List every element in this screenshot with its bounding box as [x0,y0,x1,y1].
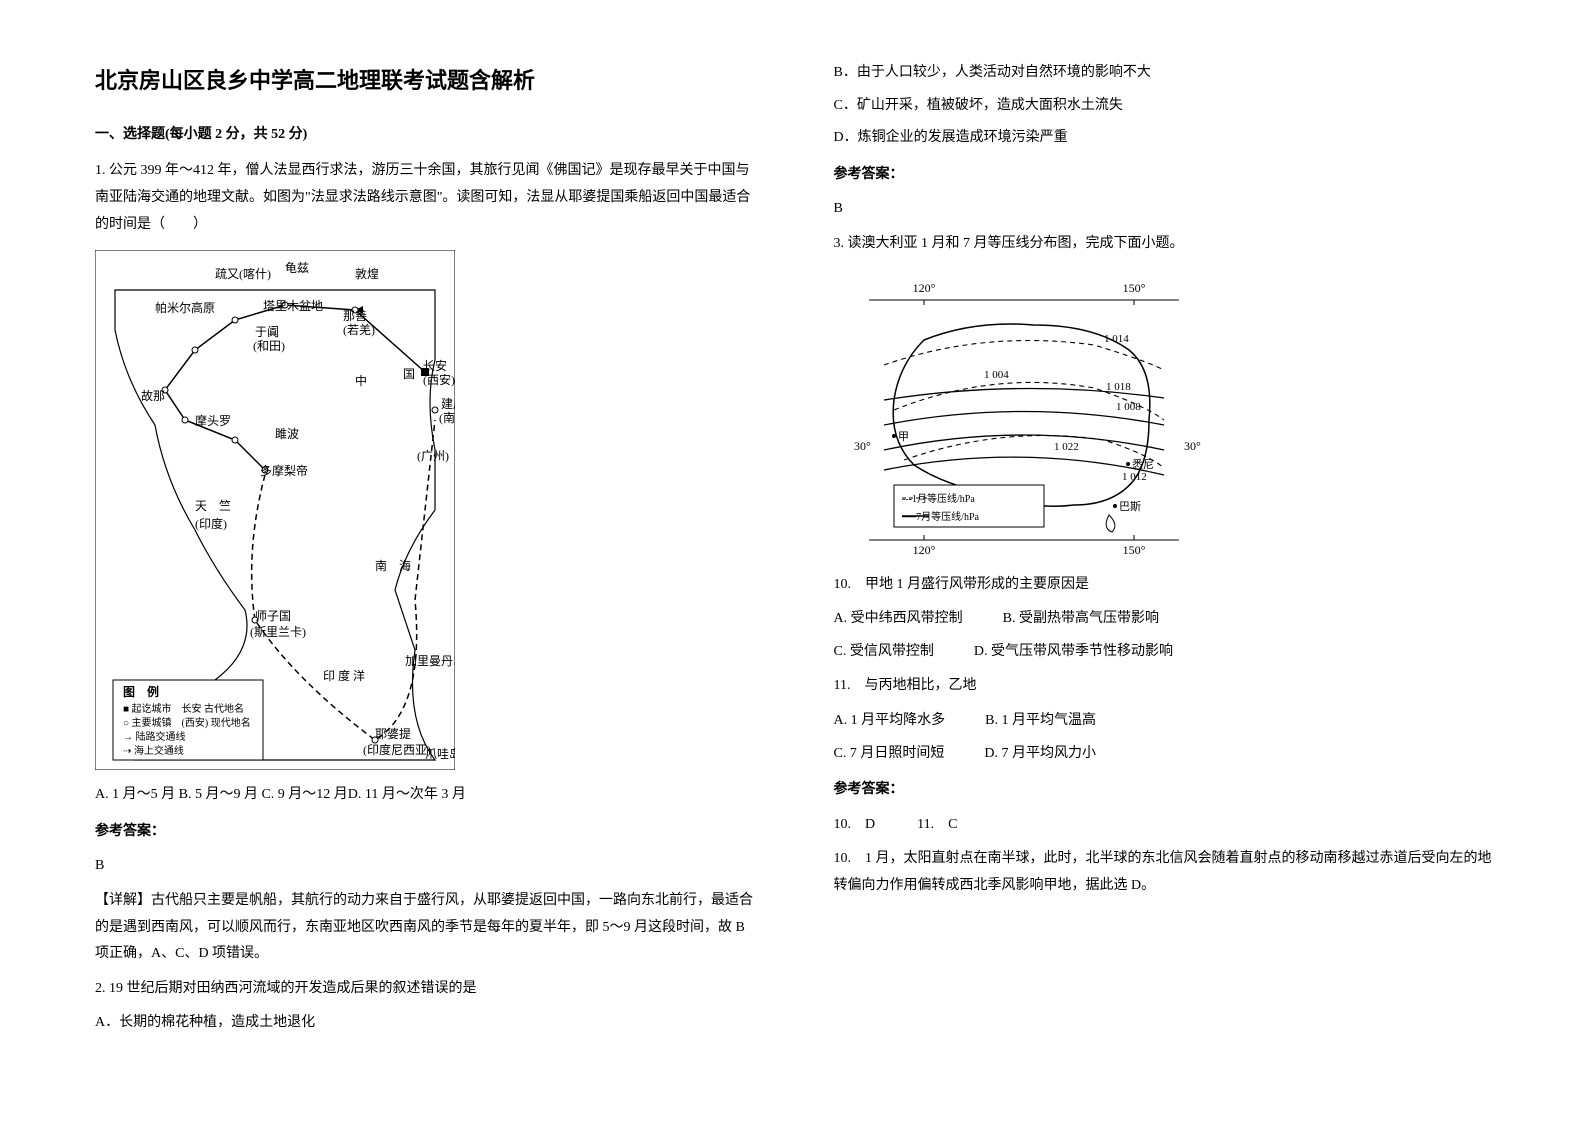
svg-text:龟兹: 龟兹 [285,261,309,275]
svg-text:雎波: 雎波 [275,426,299,441]
svg-text:(印度): (印度) [195,516,227,531]
svg-text:塔里木盆地: 塔里木盆地 [263,299,323,313]
q3-sub11-option-right: D. 7 月平均风力小 [984,746,1096,761]
svg-text:30°: 30° [1184,439,1201,453]
q3-sub11-option-left: A. 1 月平均降水多 [834,708,946,735]
svg-text:→ 陆路交通线: → 陆路交通线 [123,730,186,743]
svg-text:(南京): (南京) [439,410,455,425]
svg-text:国: 国 [403,367,415,381]
q2-answer: B [834,196,1493,223]
q1-stem: 1. 公元 399 年～412 年，僧人法显西行求法，游历三十余国，其旅行见闻《… [95,158,754,238]
svg-text:(广州): (广州) [417,449,449,463]
svg-text:帕米尔高原: 帕米尔高原 [155,300,215,315]
svg-text:甲: 甲 [898,431,909,443]
svg-text:疏又(喀什): 疏又(喀什) [215,266,271,281]
q3-sub10: 10. 甲地 1 月盛行风带形成的主要原因是 [834,572,1493,599]
svg-text:(印度尼西亚): (印度尼西亚) [363,742,431,757]
q3-sub10-option-left: C. 受信风带控制 [834,639,934,666]
svg-text:那善: 那善 [343,308,367,323]
section-header: 一、选择题(每小题 2 分，共 52 分) [95,122,754,149]
svg-text:故那: 故那 [141,388,165,403]
svg-text:巴斯: 巴斯 [1119,500,1141,513]
svg-text:○ 主要城镇 (西安) 现代地名: ○ 主要城镇 (西安) 现代地名 [123,716,251,729]
svg-text:天 竺: 天 竺 [195,498,231,513]
svg-text:(和田): (和田) [253,339,285,353]
q1-answer-label: 参考答案： [95,819,754,846]
q3-sub10-option-right: B. 受副热带高气压带影响 [1003,611,1159,626]
svg-text:150°: 150° [1122,543,1145,557]
svg-text:于阗: 于阗 [255,325,279,339]
q2-option-b: B．由于人口较少，人类活动对自然环境的影响不大 [834,60,1493,87]
q2-option-d: D．炼铜企业的发展造成环境污染严重 [834,125,1493,152]
q3-sub10-option-row: C. 受信风带控制 D. 受气压带风带季节性移动影响 [834,639,1493,666]
q3-sub11-option-left: C. 7 月日照时间短 [834,741,945,768]
svg-text:敦煌: 敦煌 [355,266,379,281]
svg-text:多摩梨帝: 多摩梨帝 [260,463,308,478]
svg-text:印 度 洋: 印 度 洋 [323,668,365,683]
svg-text:1 022: 1 022 [1054,441,1079,453]
svg-text:---1月等压线/hPa: ---1月等压线/hPa [902,492,975,505]
q1-options: A. 1 月～5 月 B. 5 月～9 月 C. 9 月～12 月D. 11 月… [95,782,754,809]
svg-text:(若羌): (若羌) [343,323,375,337]
q2-answer-label: 参考答案： [834,162,1493,189]
q2-option-a: A．长期的棉花种植，造成土地退化 [95,1010,754,1037]
q3-sub11-option-right: B. 1 月平均气温高 [985,713,1096,728]
q3-answer-label: 参考答案： [834,777,1493,804]
q1-figure: 敦煌 龟兹帕米尔高原 疏又(喀什) 塔里木盆地于阗(和田) 那善(若羌) 长安(西安) 国建… [95,250,754,770]
svg-text:中: 中 [355,373,367,388]
svg-text:1 008: 1 008 [1116,401,1141,413]
svg-text:图 例: 图 例 [123,684,159,699]
svg-text:150°: 150° [1122,281,1145,295]
svg-text:悉尼: 悉尼 [1132,458,1154,471]
q3-stem: 3. 读澳大利亚 1 月和 7 月等压线分布图，完成下面小题。 [834,231,1493,258]
svg-text:1 018: 1 018 [1106,381,1131,393]
svg-text:长安: 长安 [423,358,447,373]
svg-text:⇢ 海上交通线: ⇢ 海上交通线 [123,744,184,757]
svg-text:■ 起讫城市 长安 古代地名: ■ 起讫城市 长安 古代地名 [123,702,244,715]
q2-option-c: C．矿山开采，植被破坏，造成大面积水土流失 [834,93,1493,120]
q3-answers: 10. D 11. C [834,812,1493,839]
q2-stem: 2. 19 世纪后期对田纳西河流域的开发造成后果的叙述错误的是 [95,976,754,1003]
svg-text:30°: 30° [854,439,871,453]
q3-sub10-option-row: A. 受中纬西风带控制 B. 受副热带高气压带影响 [834,606,1493,633]
svg-text:耶婆提: 耶婆提 [375,726,411,741]
q3-sub10-option-right: D. 受气压带风带季节性移动影响 [974,644,1173,659]
q3-sub11: 11. 与丙地相比，乙地 [834,673,1493,700]
q3-figure: 120° 120° 150° 150° 30° 30° 1 014 1 004 1 018 1 0… [834,270,1493,560]
svg-text:120°: 120° [912,543,935,557]
svg-text:──7月等压线/hPa: ──7月等压线/hPa [901,510,980,523]
svg-text:南 海: 南 海 [375,558,411,573]
svg-text:120°: 120° [912,281,935,295]
svg-text:1 004: 1 004 [984,369,1009,381]
svg-text:(西安): (西安) [423,372,455,387]
svg-text:1 014: 1 014 [1104,333,1129,345]
svg-text:1 012: 1 012 [1122,471,1147,483]
svg-text:加里曼丹岛: 加里曼丹岛 [405,653,455,668]
q3-sub11-option-row: C. 7 月日照时间短 D. 7 月平均风力小 [834,741,1493,768]
q3-sub11-option-row: A. 1 月平均降水多 B. 1 月平均气温高 [834,708,1493,735]
q3-explanation: 10. 1 月，太阳直射点在南半球，此时，北半球的东北信风会随着直射点的移动南移… [834,846,1493,899]
svg-text:爪哇岛: 爪哇岛 [425,746,455,761]
svg-text:(斯里兰卡): (斯里兰卡) [250,625,306,639]
svg-text:摩头罗: 摩头罗 [195,413,231,428]
page-title: 北京房山区良乡中学高二地理联考试题含解析 [95,60,754,102]
q1-explanation: 【详解】古代船只主要是帆船，其航行的动力来自于盛行风，从耶婆提返回中国，一路向东… [95,888,754,968]
q1-answer: B [95,853,754,880]
svg-text:师子国: 师子国 [255,609,291,623]
svg-text:建康: 建康 [441,396,455,411]
q3-sub10-option-left: A. 受中纬西风带控制 [834,606,963,633]
